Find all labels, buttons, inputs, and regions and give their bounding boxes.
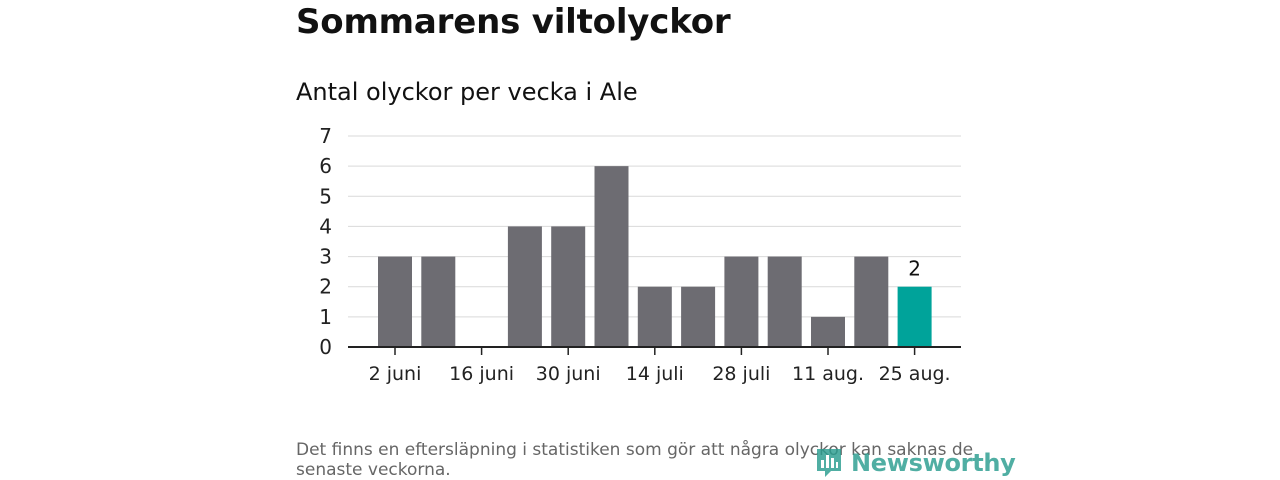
bar-highlighted (897, 286, 932, 347)
bar (507, 226, 542, 347)
bar (767, 256, 802, 347)
bar (724, 256, 759, 347)
x-tick-label: 16 juni (449, 363, 514, 385)
y-tick-label: 4 (319, 214, 332, 238)
bar (637, 286, 672, 347)
bar (854, 256, 889, 347)
x-tick-label: 25 aug. (879, 363, 951, 385)
footnote: Det finns en eftersläpning i statistiken… (296, 440, 974, 480)
y-tick-label: 0 (319, 335, 332, 359)
y-tick-label: 5 (319, 184, 332, 208)
data-label: 2 (908, 257, 921, 281)
chart-subtitle: Antal olyckor per vecka i Ale (296, 78, 638, 106)
chart-title: Sommarens viltolyckor (296, 2, 731, 42)
y-tick-label: 2 (319, 275, 332, 299)
bar (421, 256, 456, 347)
bar (594, 166, 629, 347)
bar (378, 256, 412, 347)
bar (811, 316, 845, 347)
bar-chart: 0 1 2 3 4 5 6 7 2 2 juni 16 juni 30 juni 14 juli 28… (319, 124, 961, 385)
newsworthy-bar-chart-icon (817, 449, 841, 477)
y-tick-label: 7 (319, 124, 332, 148)
x-tick-label: 2 juni (369, 363, 422, 385)
y-tick-label: 1 (319, 305, 332, 329)
y-tick-label: 6 (319, 154, 332, 178)
data-labels: 2 (908, 257, 921, 281)
x-tick-label: 30 juni (536, 363, 601, 385)
bar (551, 226, 586, 347)
x-axis-ticks: 2 juni 16 juni 30 juni 14 juli 28 juli 11 aug… (369, 347, 951, 385)
x-tick-label: 28 juli (712, 363, 770, 385)
x-tick-label: 11 aug. (792, 363, 864, 385)
newsworthy-logo: Newsworthy (815, 446, 1016, 480)
logo-text: Newsworthy (851, 449, 1016, 477)
bar (681, 286, 716, 347)
x-tick-label: 14 juli (626, 363, 684, 385)
y-tick-label: 3 (319, 245, 332, 269)
y-axis-ticks: 0 1 2 3 4 5 6 7 (319, 124, 332, 359)
bars (378, 166, 932, 347)
